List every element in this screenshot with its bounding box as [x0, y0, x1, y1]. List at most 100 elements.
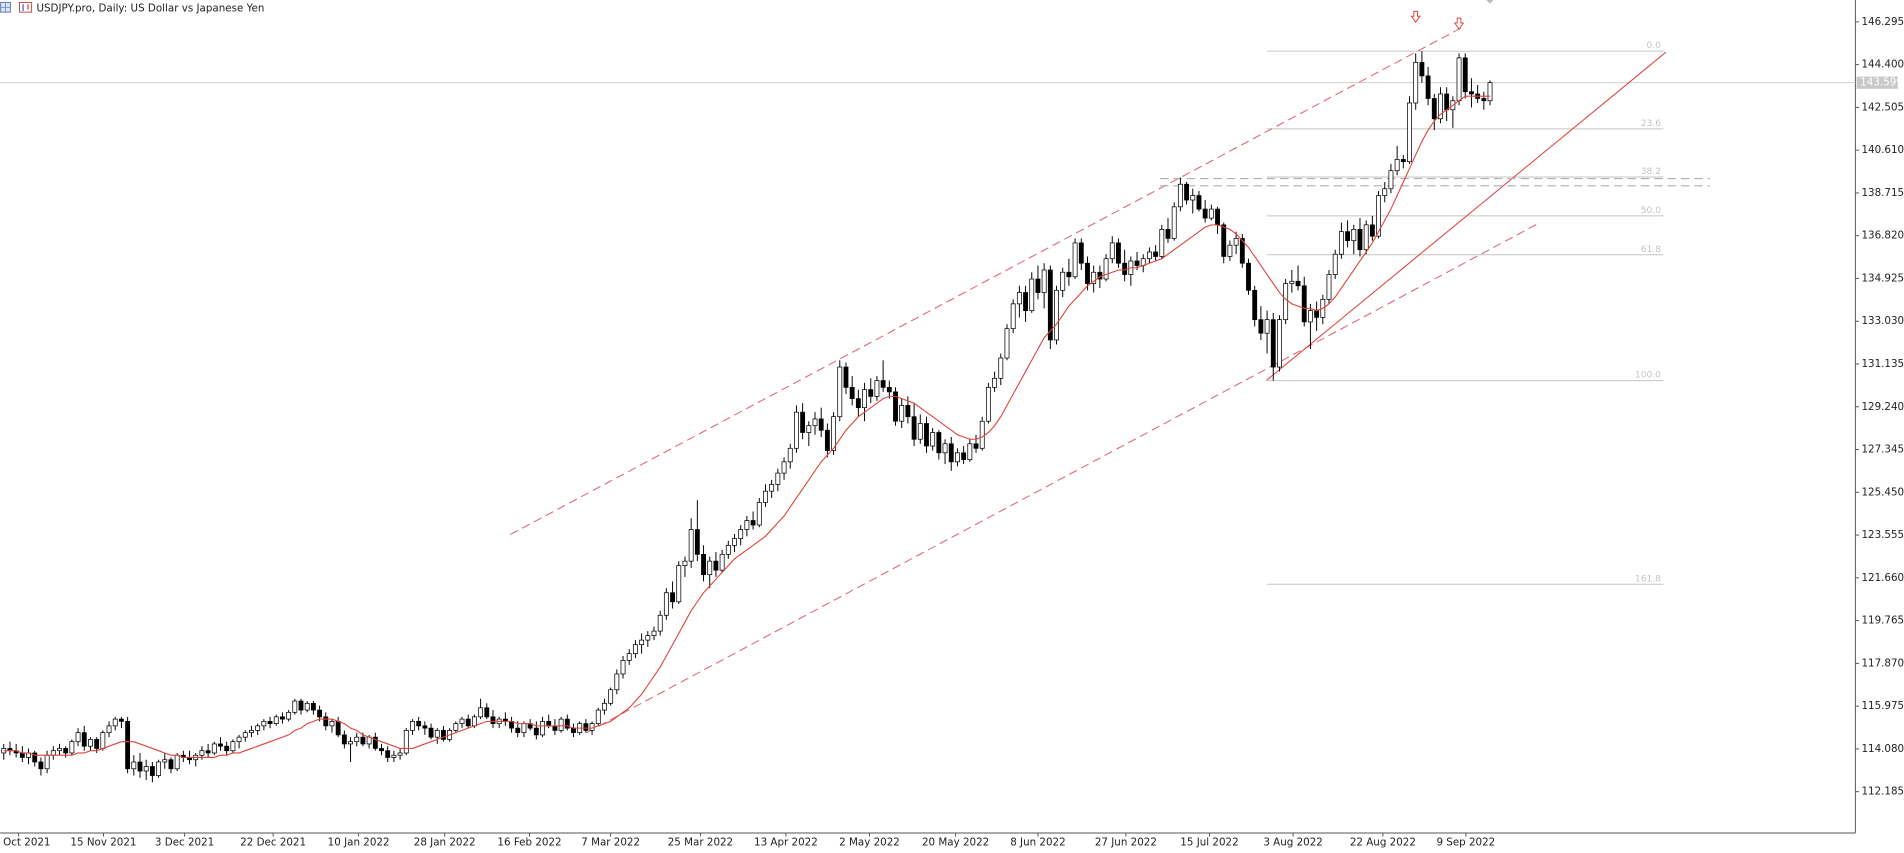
candle-body: [1351, 229, 1357, 242]
candle-body: [323, 716, 329, 727]
candle-body: [57, 748, 62, 752]
candle-body: [280, 716, 285, 720]
candle-body: [651, 630, 657, 636]
candle-body: [1103, 258, 1109, 280]
candle-body: [63, 748, 69, 754]
candle-body: [1016, 292, 1022, 305]
candle-body: [156, 761, 162, 776]
x-tick-label: 15 Jul 2022: [1180, 837, 1238, 849]
candle-body: [738, 529, 744, 539]
candle-body: [478, 707, 484, 718]
candle-body: [676, 565, 682, 603]
candle-body: [292, 700, 298, 713]
y-tick-label: 123.555: [1861, 529, 1904, 541]
candle-body: [385, 750, 391, 758]
candle-body: [800, 411, 806, 433]
y-tick-label: 119.765: [1861, 615, 1904, 627]
candle-body: [298, 700, 304, 711]
candle-body: [713, 560, 719, 571]
candle-body: [540, 721, 545, 736]
x-tick-label: 9 Sep 2022: [1436, 837, 1495, 849]
candle-body: [1357, 229, 1363, 251]
candle-body: [855, 398, 861, 409]
candle-body: [1388, 170, 1394, 190]
candle-body: [484, 707, 490, 718]
fib-label: 161.8: [1635, 574, 1661, 584]
candle-body: [1047, 269, 1053, 341]
fib-label: 61.8: [1641, 245, 1661, 255]
candle-body: [1159, 229, 1165, 257]
candle-body: [930, 432, 936, 447]
candle-body: [137, 761, 143, 772]
candle-body: [94, 739, 100, 749]
candle-body: [379, 748, 384, 752]
candle-body: [112, 718, 118, 727]
candle-body: [1407, 102, 1412, 163]
candle-body: [905, 405, 911, 418]
candle-body: [955, 452, 960, 463]
candle-body: [1332, 253, 1338, 275]
y-tick-label: 115.975: [1861, 700, 1904, 712]
candle-body: [880, 380, 886, 388]
candle-body: [1413, 62, 1419, 104]
y-tick-label: 140.610: [1861, 144, 1904, 156]
candle-body: [719, 553, 725, 571]
candle-body: [1202, 208, 1208, 219]
candle-body: [1462, 57, 1468, 93]
candle-body: [218, 743, 223, 747]
candle-body: [1270, 319, 1276, 368]
candle-body: [763, 490, 768, 503]
candle-body: [75, 732, 81, 743]
candle-body: [602, 702, 607, 711]
candle-body: [973, 443, 979, 449]
candle-body: [886, 386, 892, 393]
candle-body: [1072, 242, 1078, 278]
fib-label: 100.0: [1635, 371, 1661, 381]
arrow-marker: [1410, 10, 1421, 24]
x-tick-label: 7 Mar 2022: [581, 837, 640, 849]
y-tick-label: 142.505: [1861, 101, 1904, 113]
candle-body: [1258, 319, 1264, 334]
candle-body: [1171, 206, 1177, 239]
trendline: [586, 223, 1539, 734]
candle-body: [1177, 183, 1183, 208]
candle-body: [694, 529, 700, 555]
candle-body: [1301, 285, 1307, 323]
candle-body: [1376, 195, 1381, 237]
candle-body: [1208, 208, 1214, 219]
y-tick-label: 114.080: [1861, 743, 1904, 755]
candle-body: [948, 443, 954, 463]
candle-body: [428, 727, 434, 738]
candle-body: [806, 425, 812, 433]
candle-body: [812, 418, 818, 427]
candle-body: [1431, 98, 1437, 120]
candle-body: [657, 614, 663, 632]
candle-body: [967, 443, 973, 460]
fib-label: 23.6: [1641, 119, 1661, 129]
candle-body: [168, 759, 174, 770]
title-icons: [0, 1, 33, 13]
y-tick-label: 134.925: [1861, 272, 1904, 284]
candle-body: [1246, 262, 1251, 291]
candle-body: [831, 416, 837, 451]
candle-body: [100, 732, 106, 749]
candle-body: [310, 702, 316, 711]
candle-body: [701, 553, 706, 576]
candle-body: [422, 725, 428, 729]
candle-body: [1116, 242, 1121, 264]
candle-body: [515, 727, 521, 734]
candle-body: [979, 420, 985, 449]
candle-body: [1326, 274, 1332, 300]
candle-body: [552, 725, 558, 731]
fib-label: 38.2: [1641, 167, 1661, 177]
candle-body: [1400, 159, 1406, 163]
candle-body: [236, 736, 242, 743]
candle-body: [1184, 183, 1190, 201]
candle-body: [985, 386, 991, 422]
y-tick-label: 117.870: [1861, 657, 1904, 669]
candle-body: [397, 752, 403, 756]
candle-body: [787, 447, 793, 463]
candle-body: [348, 741, 353, 745]
y-tick-label: 121.660: [1861, 572, 1904, 584]
candle-body: [441, 730, 446, 740]
